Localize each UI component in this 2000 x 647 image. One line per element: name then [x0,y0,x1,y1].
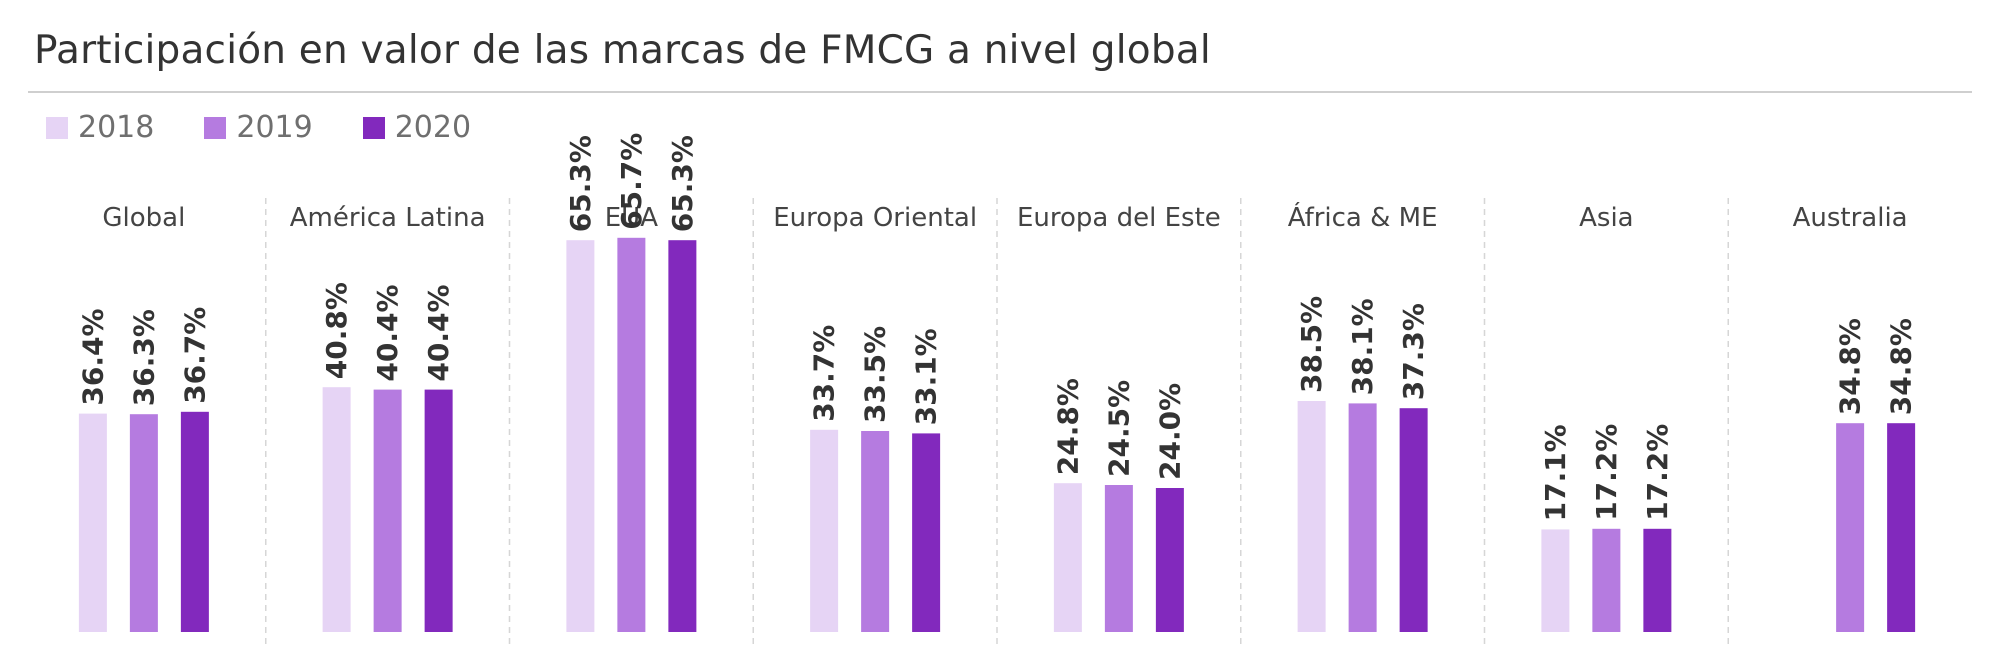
legend-item-2020: 2020 [362,110,472,145]
value-label-asia-2019: 17.2% [1590,424,1623,521]
bar-europa-del-este-2020 [1155,488,1184,632]
bar-america-latina-2019 [373,389,402,632]
value-label-global-2018: 36.4% [76,308,109,405]
category-label-asia: Asia [1579,203,1634,233]
value-label-asia-2020: 17.2% [1641,424,1674,521]
legend-item-2019: 2019 [204,110,313,145]
category-label-america-latina: América Latina [290,203,486,233]
value-label-europa-oriental-2018: 33.7% [808,325,841,422]
value-label-europa-del-este-2018: 24.8% [1051,378,1084,475]
bar-asia-2018 [1541,529,1570,632]
bar-america-latina-2020 [424,389,453,632]
value-label-australia-2020: 34.8% [1885,318,1918,415]
value-label-asia-2018: 17.1% [1539,424,1572,521]
legend-label-2020: 2020 [394,110,472,145]
category-label-eua: EUA [605,203,658,233]
category-label-europa-oriental: Europa Oriental [773,203,977,233]
value-label-global-2019: 36.3% [127,309,160,406]
bar-africa-and-me-2018 [1297,401,1326,632]
value-label-africa-and-me-2020: 37.3% [1397,303,1430,400]
bar-australia-2020 [1887,423,1916,632]
chart-title: Participación en valor de las marcas de … [34,28,1211,73]
bar-europa-del-este-2019 [1104,485,1133,632]
value-label-america-latina-2020: 40.4% [422,284,455,381]
value-label-africa-and-me-2018: 38.5% [1295,296,1328,393]
legend-item-2018: 2018 [46,110,154,145]
value-label-europa-del-este-2020: 24.0% [1153,383,1186,480]
legend-swatch-2019 [204,116,227,139]
value-label-europa-oriental-2020: 33.1% [910,328,943,425]
bar-asia-2020 [1643,528,1672,632]
legend-label-2018: 2018 [78,110,155,145]
bar-africa-and-me-2020 [1399,408,1428,632]
bar-eua-2020 [668,240,697,632]
bar-asia-2019 [1592,528,1621,632]
legend-swatch-2018 [46,116,68,139]
legend-label-2019: 2019 [236,110,313,145]
value-label-europa-oriental-2019: 33.5% [859,326,892,423]
value-label-eua-2018: 65.3% [564,135,597,232]
value-label-eua-2020: 65.3% [666,135,699,232]
value-label-australia-2019: 34.8% [1834,318,1867,415]
bar-africa-and-me-2019 [1348,403,1377,632]
value-label-america-latina-2019: 40.4% [371,284,404,381]
legend: 2018 2019 2020 [46,110,521,145]
bar-europa-oriental-2020 [912,433,941,632]
bar-eua-2019 [617,237,646,633]
bar-global-2018 [78,413,107,632]
category-label-africa-and-me: África & ME [1288,201,1438,233]
category-label-australia: Australia [1793,203,1908,233]
bar-america-latina-2018 [322,387,351,632]
category-label-europa-del-este: Europa del Este [1017,203,1221,233]
title-divider [28,91,1972,93]
value-label-global-2020: 36.7% [178,307,211,404]
bar-europa-oriental-2018 [810,429,839,632]
bar-australia-2019 [1836,423,1865,632]
bar-europa-oriental-2019 [861,431,890,632]
legend-swatch-2020 [362,116,385,139]
value-label-europa-del-este-2019: 24.5% [1102,380,1135,477]
value-label-america-latina-2018: 40.8% [320,282,353,379]
value-label-eua-2019: 65.7% [615,133,648,230]
value-label-africa-and-me-2019: 38.1% [1346,298,1379,395]
bar-global-2020 [180,411,209,632]
bar-eua-2018 [566,240,595,632]
bar-global-2019 [129,414,158,632]
bar-europa-del-este-2018 [1053,483,1082,632]
category-label-global: Global [102,203,185,233]
